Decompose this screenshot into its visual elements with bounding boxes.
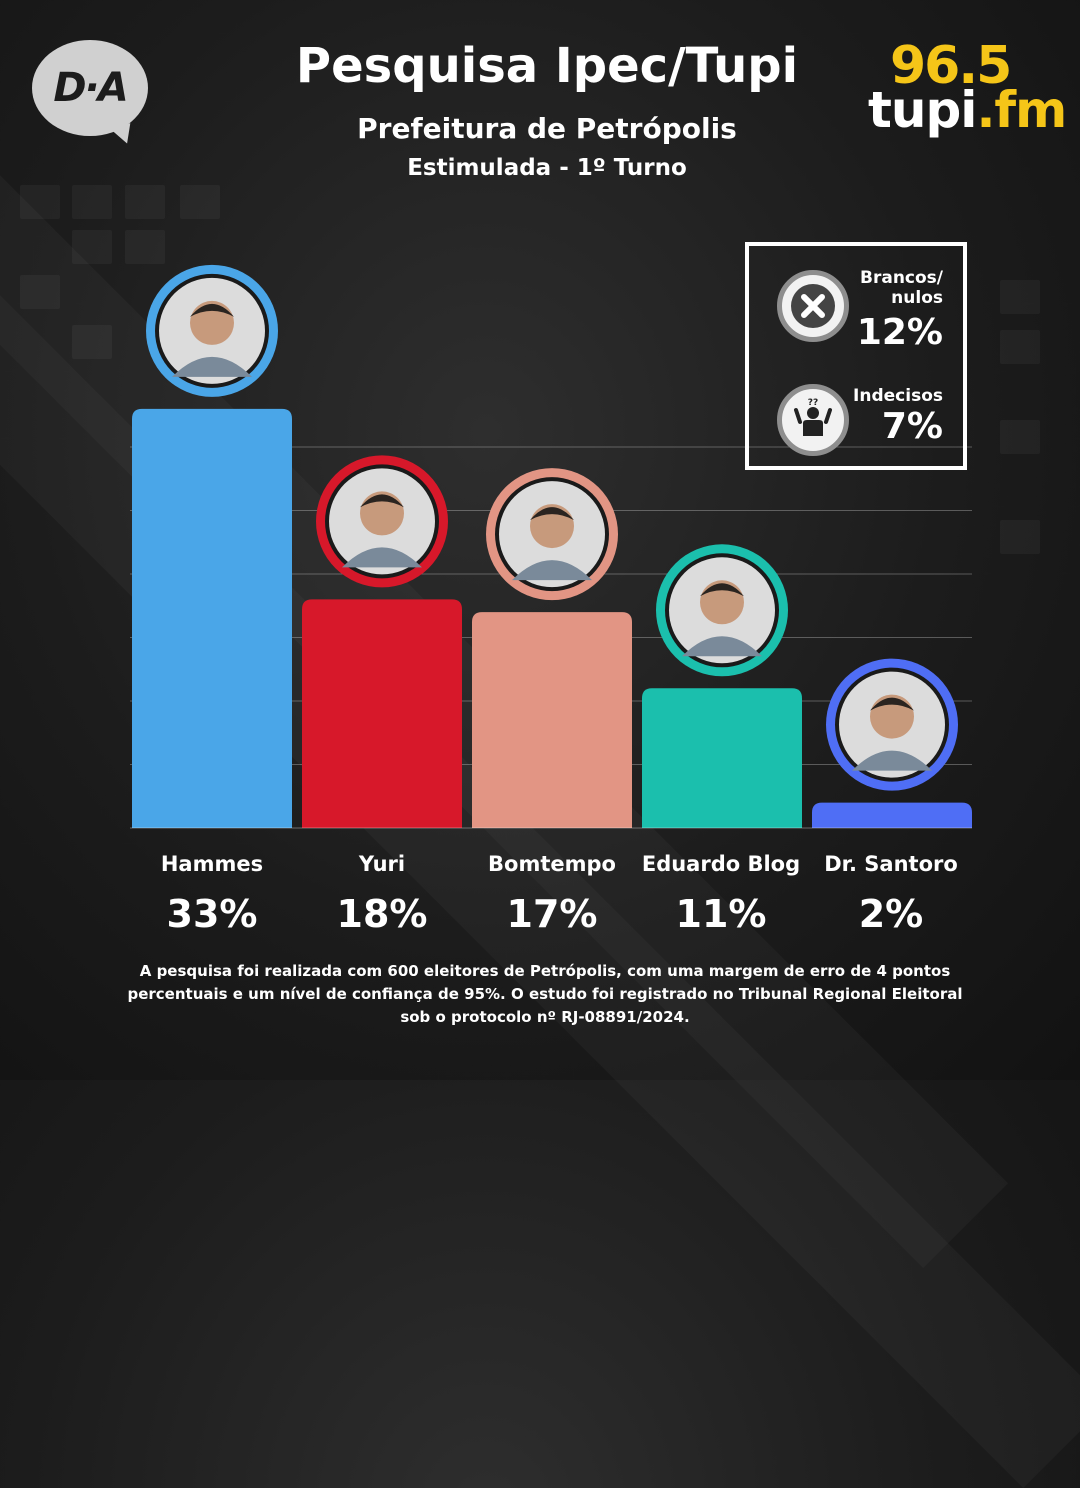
background-tile [125,185,165,219]
legend-brancos-value: 12% [856,312,943,353]
tupi-name: tupi.fm [868,81,1067,139]
tupi-fm-logo: 96.5 tupi.fm [862,36,1067,136]
page-subtitle-round: Estimulada - 1º Turno [407,155,687,181]
candidate-name-dr-santoro: Dr. Santoro [824,852,958,876]
candidate-name-hammes: Hammes [160,852,264,876]
candidate-name-bomtempo: Bomtempo [488,852,616,876]
bar-eduardo-blog [642,688,802,828]
bar-hammes [132,408,292,828]
bar-bomtempo [472,612,632,828]
legend-brancos-label: Brancos/ nulos [860,268,943,308]
avatar-bomtempo [486,468,618,601]
background-tile [72,185,112,219]
candidate-percent-eduardo-blog: 11% [675,892,767,936]
background-tile [72,325,112,359]
candidate-percent-hammes: 33% [166,892,258,936]
methodology-footnote: A pesquisa foi realizada com 600 eleitor… [127,962,963,1026]
tupi-frequency: 96.5 [890,36,1012,96]
background-tile [180,185,220,219]
svg-text:??: ?? [808,398,818,408]
candidate-percent-bomtempo: 17% [506,892,598,936]
x-circle-icon [777,270,849,342]
da-logo: D·A [32,40,148,136]
bar-yuri [302,599,462,828]
candidate-name-eduardo-blog: Eduardo Blog [641,852,801,876]
candidate-percent-dr-santoro: 2% [858,892,924,936]
background-tile [72,230,112,264]
candidate-name-yuri: Yuri [358,852,406,876]
bar-chart [130,264,972,829]
avatar-eduardo-blog [656,544,788,677]
page-title: Pesquisa Ipec/Tupi [295,38,799,94]
background-tile [20,185,60,219]
page-subtitle: Prefeitura de Petrópolis [357,112,737,145]
legend-indecisos-value: 7% [881,406,943,447]
background-tile [1000,280,1040,314]
legend-indecisos-label: Indecisos [853,386,943,406]
avatar-yuri [316,455,448,588]
avatar-hammes [146,264,278,397]
avatar-dr-santoro [826,658,958,791]
bar-dr-santoro [812,802,972,828]
background-tile [1000,520,1040,554]
candidate-percent-yuri: 18% [336,892,428,936]
background-tile [20,275,60,309]
background-tile [1000,420,1040,454]
legend-box: Brancos/ nulos 12% ?? Indecisos 7% [745,242,967,470]
background-tile [1000,330,1040,364]
background-tile [125,230,165,264]
undecided-person-icon: ?? [777,384,849,456]
